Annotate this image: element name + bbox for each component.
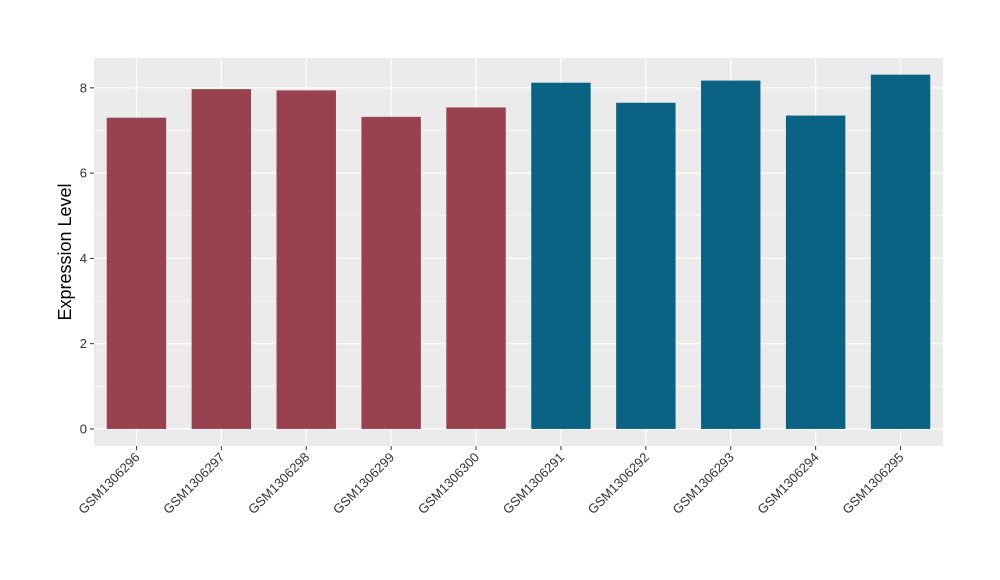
x-axis: GSM1306296 GSM1306297 GSM1306298 GSM1306299…: [75, 446, 907, 517]
y-tick-label: 2: [80, 336, 87, 351]
x-tick-label: GSM1306297: [160, 450, 227, 517]
y-tick-label: 0: [80, 421, 87, 436]
bar: [446, 107, 506, 429]
y-axis-title: Expression Level: [55, 183, 75, 320]
bar: [106, 117, 167, 429]
x-tick-label: GSM1306298: [245, 450, 312, 517]
bar: [870, 74, 931, 429]
y-axis: 0 2 4 6 8: [80, 80, 94, 436]
bar: [531, 82, 591, 429]
bar: [191, 89, 252, 429]
x-tick-label: GSM1306295: [839, 450, 906, 517]
x-tick-label: GSM1306299: [330, 450, 397, 517]
x-tick-label: GSM1306293: [670, 450, 737, 517]
y-tick-label: 8: [80, 80, 87, 95]
y-tick-label: 4: [80, 251, 87, 266]
x-tick-label: GSM1306300: [415, 450, 482, 517]
bar: [276, 90, 336, 429]
bars: [106, 74, 931, 429]
y-tick-label: 6: [80, 166, 87, 181]
x-tick-label: GSM1306291: [500, 450, 567, 517]
x-tick-label: GSM1306292: [585, 450, 652, 517]
x-tick-label: GSM1306294: [754, 450, 821, 517]
bar: [361, 116, 421, 429]
bar: [785, 115, 846, 429]
bar: [616, 102, 676, 429]
bar: [701, 80, 761, 429]
x-tick-label: GSM1306296: [75, 450, 142, 517]
